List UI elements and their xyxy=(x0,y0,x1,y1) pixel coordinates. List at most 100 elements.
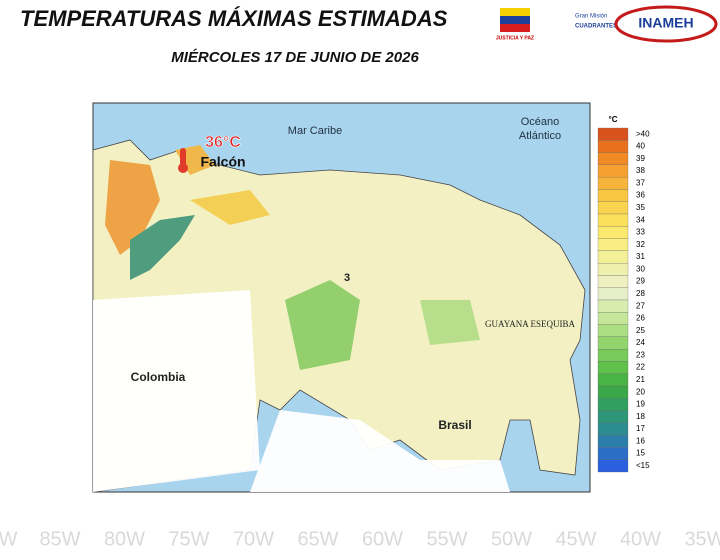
legend-label: 17 xyxy=(636,424,645,433)
logo-text: CUADRANTES DE PAZ xyxy=(575,24,641,30)
legend-label: 26 xyxy=(636,314,645,323)
map-label: GUAYANA ESEQUIBA xyxy=(485,319,575,329)
flag-stripe xyxy=(500,16,530,24)
longitude-label: 65W xyxy=(297,528,338,550)
cool-zone xyxy=(285,280,360,370)
legend-swatch xyxy=(597,152,629,166)
legend-label: 37 xyxy=(636,178,645,187)
longitude-labels: W 85W 80W 75W 70W 65W 60W 55W 50W 45W 40W 35W xyxy=(0,528,720,550)
logo-text: JUSTICIA Y PAZ xyxy=(496,35,534,41)
legend-swatch xyxy=(597,287,629,301)
legend-swatch xyxy=(597,361,629,374)
map-label: Atlántico xyxy=(519,130,561,142)
longitude-label: 60W xyxy=(362,528,403,550)
legend-label: >40 xyxy=(636,129,650,138)
longitude-label: 35W xyxy=(684,528,720,550)
legend-label: 34 xyxy=(636,215,645,224)
thermometer xyxy=(178,163,188,173)
legend-swatch xyxy=(597,348,629,362)
legend-swatch xyxy=(597,447,629,460)
legend-unit: °C xyxy=(609,115,618,124)
legend-label: 28 xyxy=(636,289,645,298)
legend-swatch xyxy=(597,385,629,399)
legend-label: 22 xyxy=(636,363,645,372)
longitude-label: 85W xyxy=(39,528,80,550)
cool-zone xyxy=(130,215,195,280)
legend-swatch xyxy=(597,262,629,276)
longitude-label: 50W xyxy=(491,528,532,550)
map-label: Brasil xyxy=(438,418,471,432)
legend-swatch xyxy=(597,250,629,264)
logo-ring xyxy=(614,5,718,43)
legend-swatch xyxy=(597,324,629,338)
legend-label: 38 xyxy=(636,166,645,175)
longitude-label: 55W xyxy=(426,528,467,550)
brasil xyxy=(250,410,510,492)
legend-swatch xyxy=(597,398,629,411)
legend-swatch xyxy=(597,434,629,448)
map-label: Colombia xyxy=(131,370,186,384)
longitude-label: 80W xyxy=(104,528,145,550)
longitude-label: 45W xyxy=(555,528,596,550)
legend-label: 20 xyxy=(636,387,645,396)
legend-label: 29 xyxy=(636,277,645,286)
legend-label: 40 xyxy=(636,142,645,151)
legend-swatch xyxy=(597,422,629,436)
logo-text: INAMEH xyxy=(638,15,693,31)
legend-label: 30 xyxy=(636,264,645,273)
warm-zone xyxy=(190,190,270,225)
hot-zone xyxy=(105,160,160,255)
subtitle: MIÉRCOLES 17 DE JUNIO DE 2026 xyxy=(171,49,419,66)
legend-label: 39 xyxy=(636,154,645,163)
legend-swatch xyxy=(597,312,629,325)
legend-swatch xyxy=(597,164,629,178)
legend-swatch xyxy=(597,127,629,141)
longitude-label: 70W xyxy=(233,528,274,550)
map-label: Mar Caribe xyxy=(288,125,342,137)
legend-swatch xyxy=(597,459,629,473)
colombia xyxy=(93,290,260,492)
map-label: Océano xyxy=(521,116,560,128)
legend-label: <15 xyxy=(636,461,650,470)
map: Mar Caribe Océano Atlántico Colombia Bra… xyxy=(92,102,591,493)
legend-swatch xyxy=(597,226,629,239)
legend-swatch xyxy=(597,373,629,387)
legend-swatch xyxy=(597,410,629,424)
legend-label: 21 xyxy=(636,375,645,384)
legend: °C >40 40 39 38 37 36 35 34 33 32 31 30 29 28 27 26 25 24… xyxy=(597,115,650,473)
flag-stripe xyxy=(500,24,530,32)
annotation-state: Falcón xyxy=(200,154,245,170)
legend-swatch xyxy=(597,189,629,202)
legend-swatch xyxy=(597,336,629,350)
legend-label: 31 xyxy=(636,252,645,261)
annotation-temp: 36°C xyxy=(205,134,241,151)
legend-label: 15 xyxy=(636,449,645,458)
legend-label: 27 xyxy=(636,301,645,310)
legend-swatch xyxy=(597,299,629,313)
legend-label: 24 xyxy=(636,338,645,347)
legend-swatch xyxy=(597,176,629,190)
longitude-label: 40W xyxy=(620,528,661,550)
logo-text: Gran Misión xyxy=(575,14,607,20)
legend-label: 32 xyxy=(636,240,645,249)
legend-swatch xyxy=(597,275,629,288)
legend-label: 36 xyxy=(636,191,645,200)
longitude-label: 75W xyxy=(168,528,209,550)
title: TEMPERATURAS MÁXIMAS ESTIMADAS xyxy=(20,6,448,31)
legend-label: 33 xyxy=(636,228,645,237)
legend-swatch xyxy=(597,201,629,215)
legend-label: 23 xyxy=(636,350,645,359)
longitude-label: W xyxy=(0,528,18,550)
legend-label: 16 xyxy=(636,436,645,445)
legend-label: 35 xyxy=(636,203,645,212)
legend-label: 19 xyxy=(636,400,645,409)
cool-zone xyxy=(420,300,480,345)
thermometer xyxy=(180,148,186,166)
flag-stripe xyxy=(500,8,530,16)
legend-label: 25 xyxy=(636,326,645,335)
legend-swatch xyxy=(597,213,629,227)
logos: JUSTICIA Y PAZ Gran Misión CUADRANTES DE… xyxy=(496,5,718,43)
legend-swatch xyxy=(597,238,629,252)
map-label: 3 xyxy=(344,272,350,284)
